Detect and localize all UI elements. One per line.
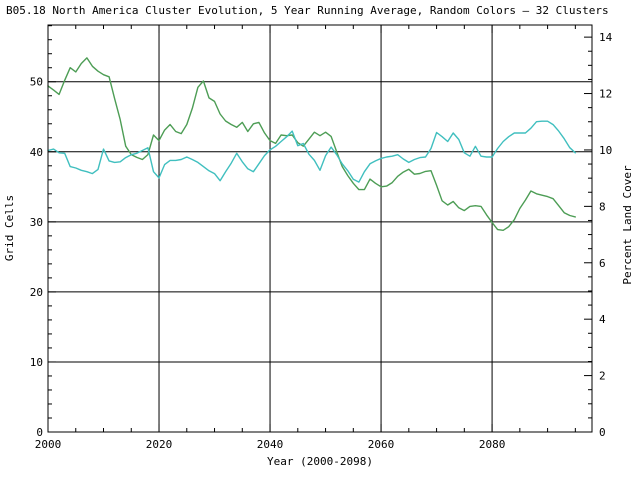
y-right-tick-label: 10 — [599, 144, 612, 157]
y-left-tick-label: 0 — [36, 426, 43, 439]
x-tick-label: 2080 — [479, 438, 506, 451]
y-right-tick-label: 2 — [599, 370, 606, 383]
axis-tick-labels: 2000 2020 2040 2060 2080 0 10 20 30 40 50 0 2 4 6 8 10 12… — [30, 31, 613, 451]
chart-title: B05.18 North America Cluster Evolution, … — [6, 4, 609, 17]
x-tick-label: 2060 — [368, 438, 395, 451]
y-right-tick-label: 8 — [599, 200, 606, 213]
y-right-tick-label: 4 — [599, 313, 606, 326]
y-axis-left-label: Grid Cells — [3, 195, 16, 261]
green-cluster-line — [47, 57, 576, 232]
y-right-tick-label: 14 — [599, 31, 613, 44]
axis-ticks — [48, 25, 592, 433]
cyan-cluster-line — [47, 120, 576, 183]
x-tick-label: 2040 — [257, 438, 284, 451]
plot-frame — [47, 24, 593, 433]
y-right-tick-label: 6 — [599, 257, 606, 270]
data-series — [47, 57, 576, 232]
gridlines — [48, 25, 592, 432]
y-right-tick-label: 0 — [599, 426, 606, 439]
y-axis-right-label: Percent Land Cover — [621, 165, 634, 285]
y-left-tick-label: 30 — [30, 216, 43, 229]
y-left-tick-label: 40 — [30, 146, 43, 159]
y-right-tick-label: 12 — [599, 88, 612, 101]
y-left-tick-label: 50 — [30, 76, 43, 89]
y-left-tick-label: 20 — [30, 286, 43, 299]
x-tick-label: 2000 — [35, 438, 62, 451]
x-axis-label: Year (2000-2098) — [267, 455, 373, 468]
x-tick-label: 2020 — [146, 438, 173, 451]
y-left-tick-label: 10 — [30, 356, 43, 369]
